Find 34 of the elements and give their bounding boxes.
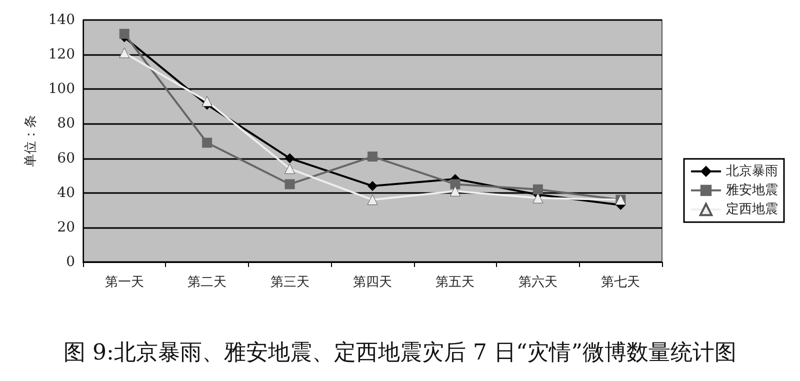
point — [532, 192, 544, 204]
point — [284, 179, 295, 190]
point — [368, 152, 378, 162]
point — [202, 138, 212, 148]
y-tick-label: 140 — [48, 12, 75, 28]
y-tick-label: 20 — [57, 219, 75, 236]
point — [284, 163, 296, 174]
point — [119, 48, 130, 58]
y-tick-label: 60 — [57, 150, 75, 166]
x-tick-label: 第五天 — [436, 275, 475, 290]
x-tick-label: 第三天 — [270, 275, 310, 290]
y-tick-label: 80 — [57, 116, 75, 132]
y-tick-label: 40 — [57, 184, 75, 201]
point — [450, 179, 460, 190]
legend-label: 定西地震 — [726, 202, 778, 217]
x-tick-label: 第一天 — [104, 275, 144, 290]
legend-label: 北京暴雨 — [726, 164, 778, 179]
point — [367, 194, 378, 206]
x-tick-label: 第二天 — [188, 275, 227, 290]
y-tick-label: 120 — [48, 46, 75, 63]
point — [368, 180, 378, 191]
y-tick-label: 0 — [66, 254, 75, 270]
x-tick-label: 第四天 — [353, 275, 392, 290]
x-tick-label: 第六天 — [518, 275, 558, 290]
point — [119, 28, 130, 39]
point — [284, 153, 295, 164]
legend-label: 雅安地震 — [726, 182, 778, 198]
point — [532, 184, 543, 194]
y-axis-title: 单位：条 — [23, 115, 38, 167]
point — [202, 96, 212, 106]
y-tick-label: 100 — [48, 81, 75, 98]
caption: 图 9:北京暴雨、雅安地震、定西地震灾后 7 日“灾情”微博数量统计图 — [64, 340, 736, 366]
point — [450, 186, 460, 196]
x-tick-label: 第七天 — [601, 275, 640, 290]
